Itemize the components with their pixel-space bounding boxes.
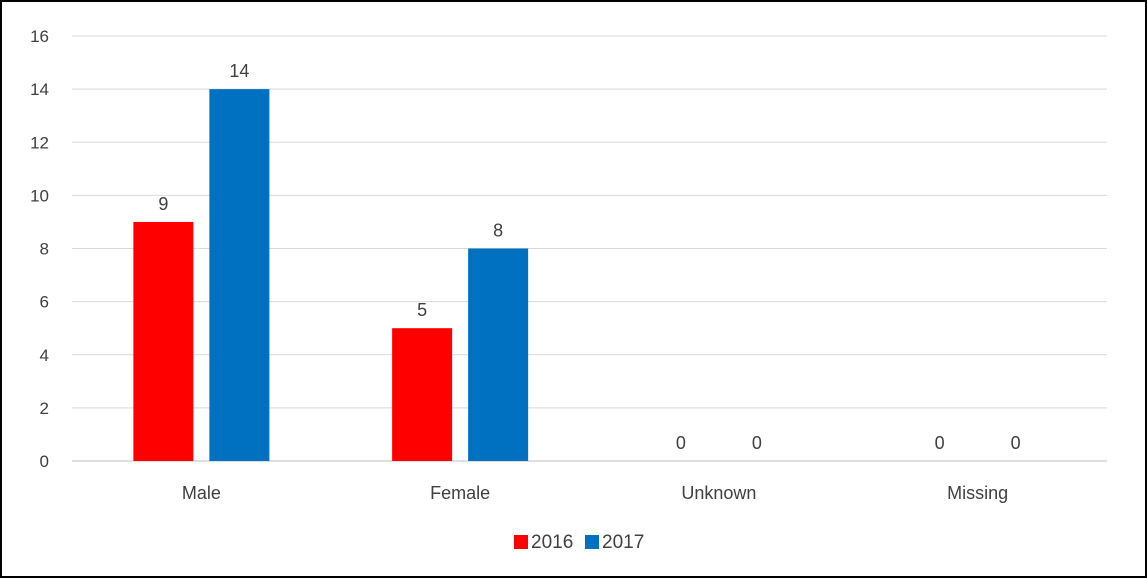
y-tick-label: 6	[40, 293, 49, 312]
y-tick-label: 8	[40, 240, 49, 259]
data-label: 0	[935, 433, 945, 453]
bar-2017-female	[468, 248, 529, 461]
y-tick-label: 0	[40, 452, 49, 471]
x-axis-categories: Male Female Unknown Missing	[182, 483, 1008, 503]
data-label: 5	[417, 300, 427, 320]
bar-2017-male	[209, 89, 270, 461]
legend-label: 2016	[531, 532, 573, 553]
data-label: 0	[676, 433, 686, 453]
data-label: 0	[1011, 433, 1021, 453]
legend-swatch	[514, 535, 528, 549]
y-tick-label: 14	[30, 80, 49, 99]
data-label: 9	[158, 194, 168, 214]
bars	[133, 89, 529, 461]
bar-2016-female	[392, 328, 453, 461]
y-tick-label: 4	[40, 346, 49, 365]
legend: 2016 2017	[514, 532, 644, 553]
data-label: 0	[752, 433, 762, 453]
x-category-label: Male	[182, 483, 221, 503]
bar-2016-male	[133, 221, 194, 461]
y-tick-label: 12	[30, 133, 49, 152]
y-axis-ticks: 0 2 4 6 8 10 12 14 16	[30, 27, 49, 471]
x-category-label: Female	[430, 483, 490, 503]
data-label: 8	[493, 221, 503, 241]
data-labels: 9 14 5 8 0 0 0 0	[158, 61, 1020, 453]
data-label: 14	[229, 61, 249, 81]
x-category-label: Unknown	[681, 483, 756, 503]
y-tick-label: 16	[30, 27, 49, 46]
legend-label: 2017	[602, 532, 644, 553]
x-category-label: Missing	[947, 483, 1008, 503]
y-tick-label: 2	[40, 399, 49, 418]
legend-swatch	[585, 535, 599, 549]
y-tick-label: 10	[30, 186, 49, 205]
